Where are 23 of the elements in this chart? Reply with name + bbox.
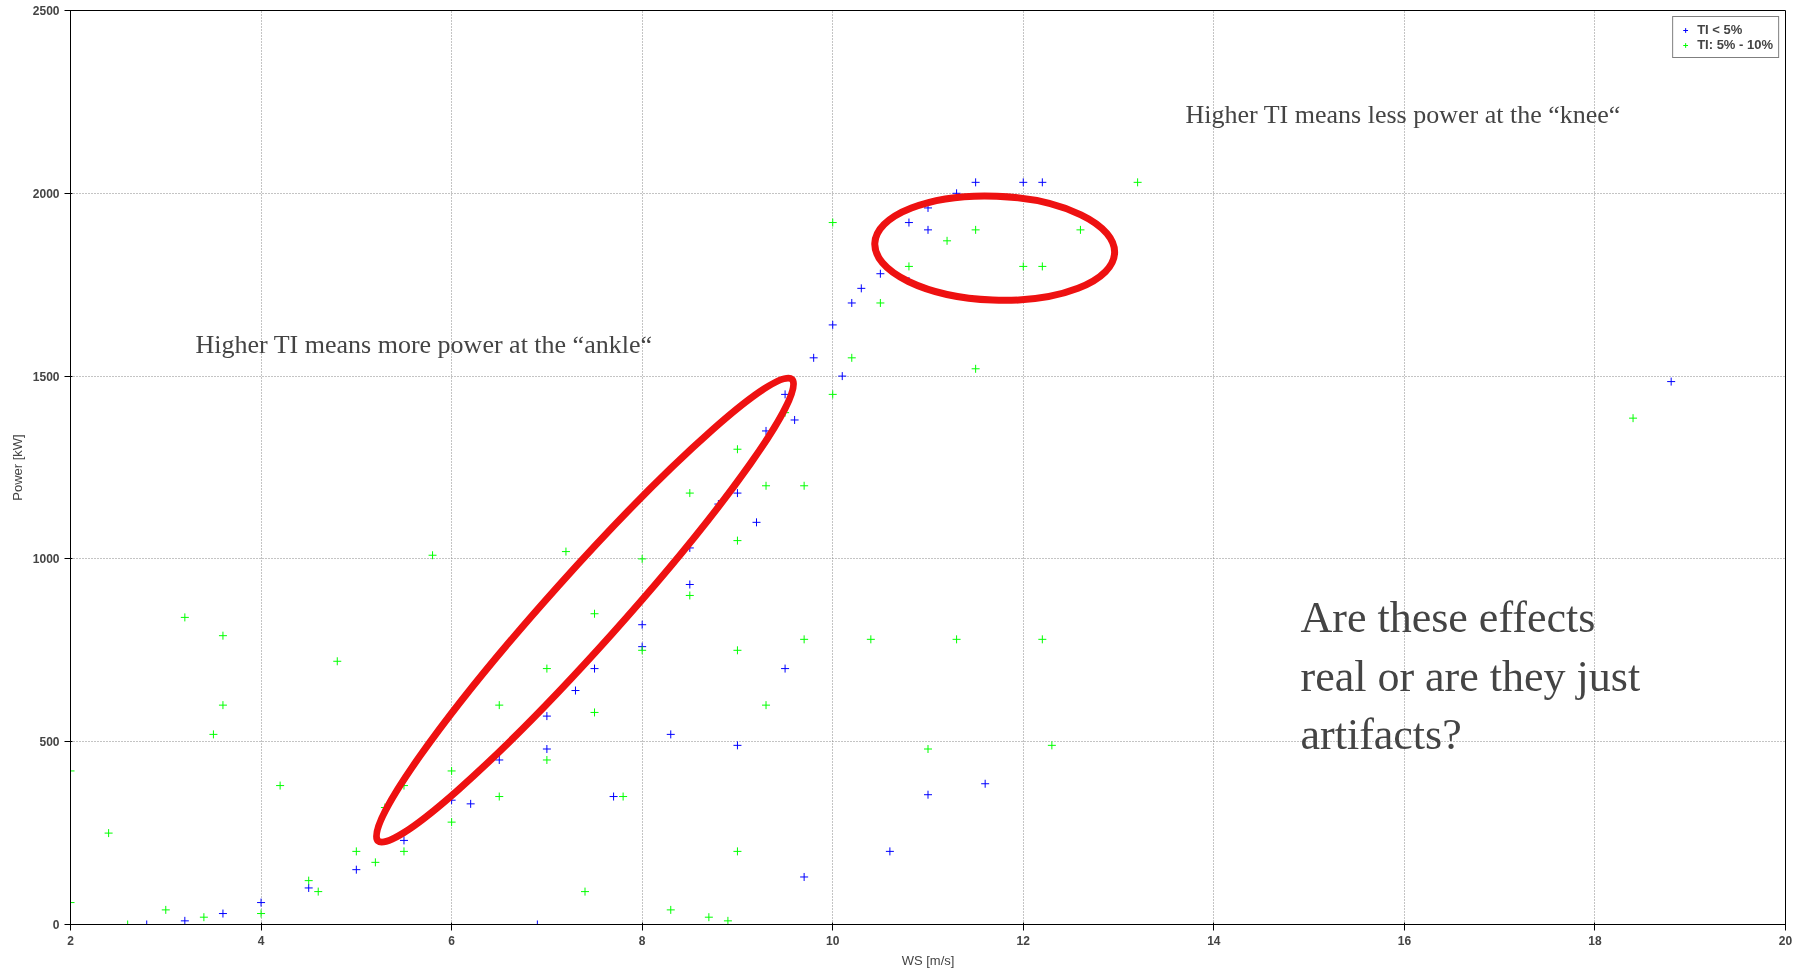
legend-label: TI: 5% - 10% [1697, 37, 1773, 52]
x-tick-label: 16 [1397, 933, 1412, 948]
x-tick-label: 10 [826, 933, 840, 948]
legend-label: TI < 5% [1697, 22, 1743, 37]
y-tick-label: 1500 [32, 369, 60, 384]
x-tick-label: 8 [638, 933, 646, 948]
x-tick-label: 12 [1016, 933, 1031, 948]
x-tick-label: 14 [1207, 933, 1221, 948]
y-tick-label: 500 [39, 735, 60, 750]
annotation: Are these effects real or are they just artifacts? [1300, 592, 1641, 760]
x-tick-label: 4 [257, 933, 265, 948]
x-tick-label: 6 [448, 933, 456, 948]
y-tick-label: 2000 [32, 186, 60, 201]
y-tick-label: 0 [52, 918, 60, 932]
annotation: Higher TI means more power at the “ankle“ [195, 330, 652, 359]
x-tick-label: 20 [1778, 933, 1793, 948]
x-axis-title: WS [m/s] [901, 952, 955, 968]
x-tick-label: 2 [67, 933, 75, 948]
annotation: Higher TI means less power at the “knee“ [1185, 100, 1621, 129]
y-tick-label: 2500 [32, 4, 60, 18]
x-tick-label: 18 [1588, 933, 1602, 948]
y-tick-label: 1000 [32, 552, 60, 567]
y-axis-title: Power [kW] [9, 434, 25, 501]
